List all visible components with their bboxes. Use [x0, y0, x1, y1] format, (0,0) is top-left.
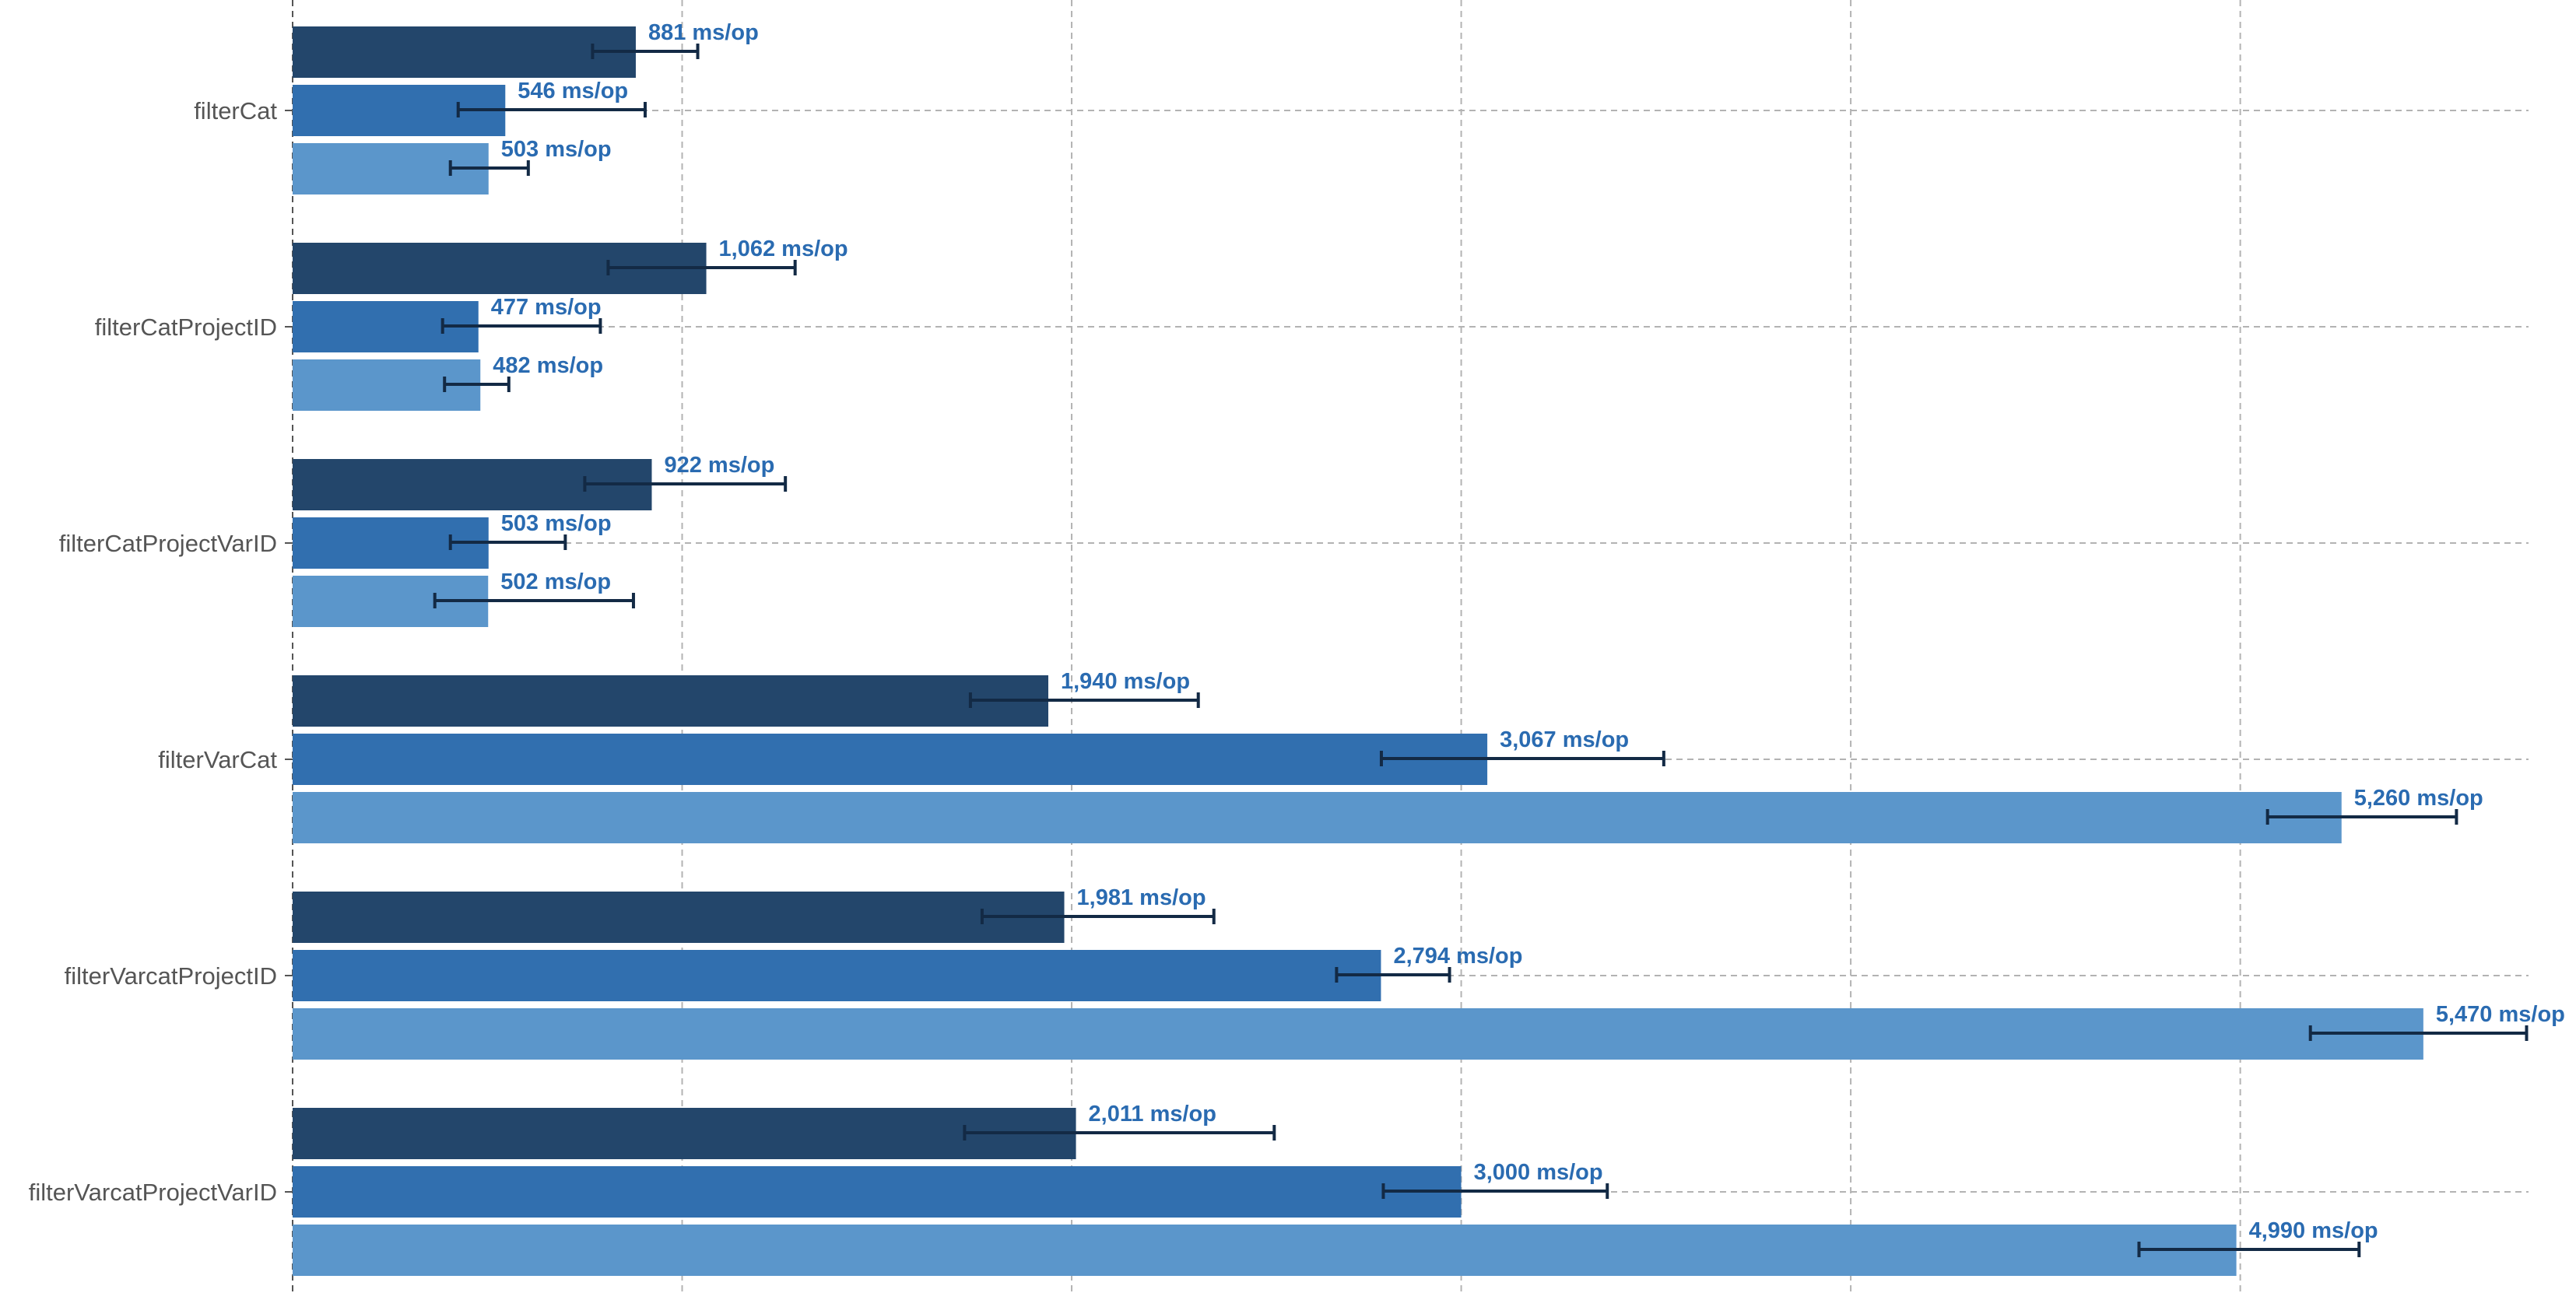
- data-label: 2,011 ms/op: [1089, 1102, 1216, 1127]
- category-label: filterVarcatProjectVarID: [29, 1179, 277, 1206]
- category-label: filterCat: [194, 97, 277, 124]
- data-label: 2,794 ms/op: [1393, 944, 1522, 969]
- bar: [293, 675, 1049, 727]
- data-label: 503 ms/op: [501, 137, 612, 162]
- data-label: 4,990 ms/op: [2249, 1218, 2378, 1243]
- bar: [293, 1166, 1462, 1218]
- label-layer: filterCat 881 ms/op 546 ms/op 503 ms/op filt…: [29, 20, 2565, 1243]
- data-label: 5,260 ms/op: [2354, 786, 2483, 811]
- data-label: 482 ms/op: [493, 353, 603, 378]
- bar: [293, 892, 1065, 943]
- category-label: filterVarcatProjectID: [65, 962, 277, 990]
- data-label: 1,062 ms/op: [719, 237, 848, 261]
- bar: [293, 1225, 2237, 1276]
- data-label: 3,000 ms/op: [1474, 1160, 1603, 1185]
- data-label: 1,940 ms/op: [1061, 669, 1190, 694]
- data-label: 3,067 ms/op: [1500, 727, 1629, 752]
- category-label: filterVarCat: [158, 746, 277, 773]
- bar-layer: [293, 26, 2423, 1276]
- bar: [293, 792, 2342, 843]
- data-label: 922 ms/op: [664, 453, 774, 478]
- data-label: 5,470 ms/op: [2436, 1002, 2565, 1027]
- category-label: filterCatProjectID: [95, 314, 277, 341]
- data-label: 503 ms/op: [501, 511, 612, 536]
- data-label: 546 ms/op: [518, 79, 628, 103]
- bar: [293, 950, 1381, 1001]
- data-label: 477 ms/op: [491, 295, 602, 320]
- bar: [293, 734, 1488, 785]
- error-bar-layer: [433, 44, 2529, 1257]
- bar: [293, 1108, 1076, 1159]
- grid-layer: [285, 0, 2529, 1296]
- data-label: 502 ms/op: [500, 569, 611, 594]
- bar: [293, 26, 636, 78]
- category-label: filterCatProjectVarID: [59, 530, 277, 557]
- data-label: 881 ms/op: [648, 20, 759, 45]
- bar: [293, 1008, 2423, 1060]
- data-label: 1,981 ms/op: [1077, 885, 1206, 910]
